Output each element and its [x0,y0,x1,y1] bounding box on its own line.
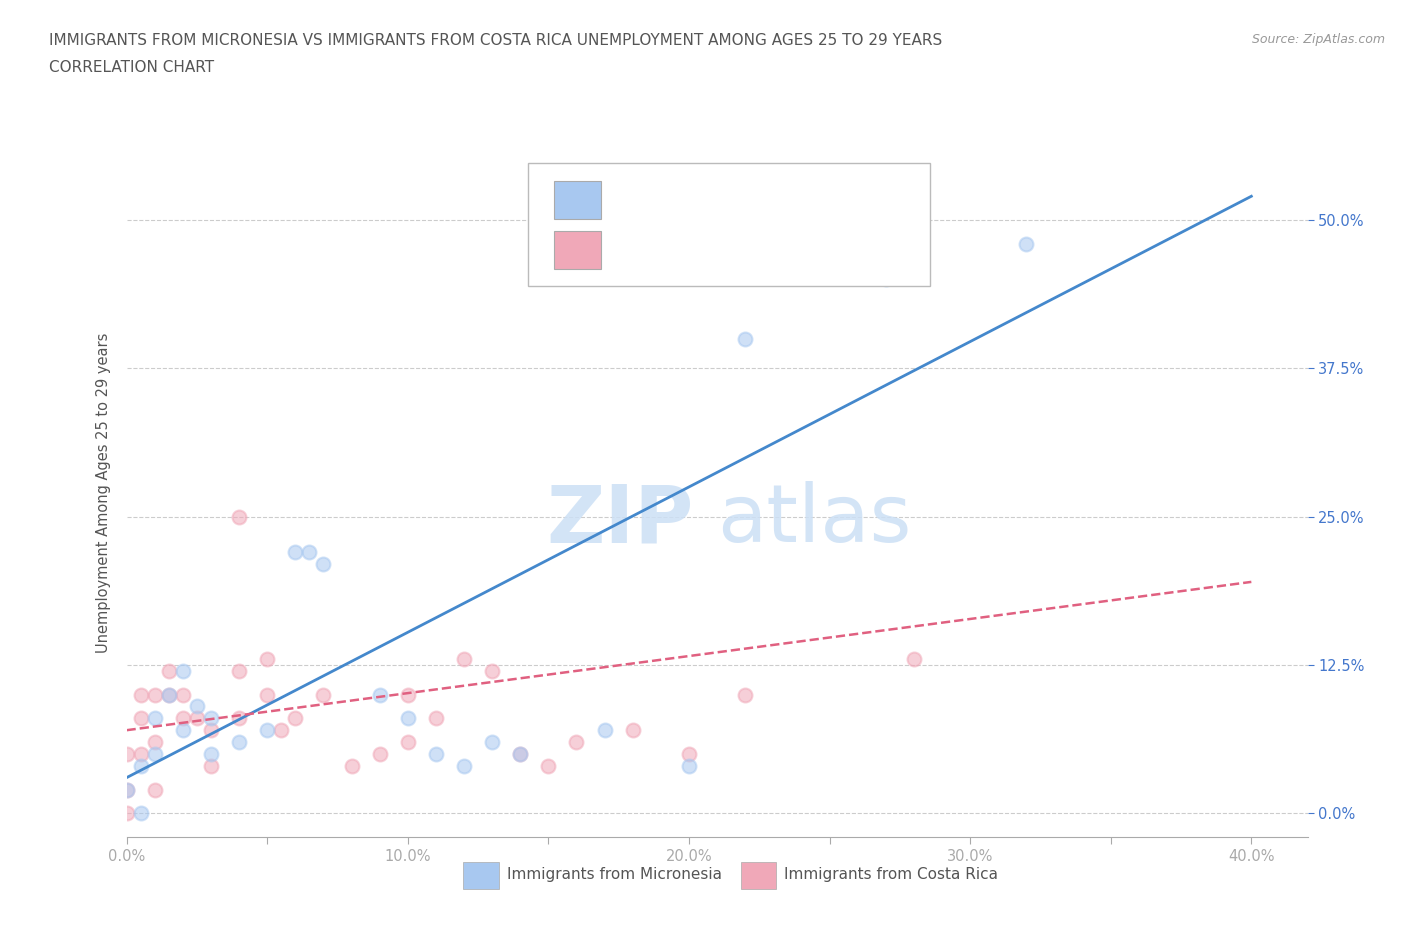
Point [115,782,138,797]
Point [186,711,208,725]
Point [115,805,138,820]
Text: CORRELATION CHART: CORRELATION CHART [49,60,214,75]
Point [425,711,447,725]
Point [228,663,250,678]
Point [186,699,208,714]
Point [509,747,531,762]
Point [368,747,391,762]
Point [509,747,531,762]
Point [143,735,166,750]
Text: IMMIGRANTS FROM MICRONESIA VS IMMIGRANTS FROM COSTA RICA UNEMPLOYMENT AMONG AGES: IMMIGRANTS FROM MICRONESIA VS IMMIGRANTS… [49,33,942,47]
Point [172,723,194,737]
Point [228,735,250,750]
Point [298,545,321,560]
Point [228,510,250,525]
Text: Immigrants from Costa Rica: Immigrants from Costa Rica [785,868,998,883]
Point [256,723,278,737]
Point [200,758,222,773]
Point [129,805,152,820]
Point [256,652,278,667]
Point [312,557,335,572]
FancyBboxPatch shape [554,232,602,270]
Point [678,747,700,762]
FancyBboxPatch shape [741,862,776,889]
Point [734,331,756,346]
Point [312,687,335,702]
Point [157,663,180,678]
Point [284,545,307,560]
Text: R = 0.055   N = 38: R = 0.055 N = 38 [617,241,787,259]
Point [200,711,222,725]
Point [453,758,475,773]
Point [1015,236,1038,251]
Point [270,723,292,737]
Point [200,723,222,737]
Point [565,735,588,750]
Point [396,687,419,702]
Point [157,687,180,702]
Point [396,711,419,725]
Point [143,782,166,797]
Point [129,758,152,773]
Point [157,687,180,702]
Point [143,711,166,725]
Point [593,723,616,737]
FancyBboxPatch shape [554,181,602,219]
Point [172,711,194,725]
Text: Immigrants from Micronesia: Immigrants from Micronesia [506,868,721,883]
FancyBboxPatch shape [529,163,929,286]
Point [537,758,560,773]
Point [115,782,138,797]
Point [143,747,166,762]
Text: Source: ZipAtlas.com: Source: ZipAtlas.com [1251,33,1385,46]
Point [129,687,152,702]
Point [678,758,700,773]
Point [129,711,152,725]
Text: R = 0.864   N = 27: R = 0.864 N = 27 [617,191,787,208]
Point [425,747,447,762]
Point [143,687,166,702]
Point [875,272,897,286]
Point [129,747,152,762]
Point [481,735,503,750]
Y-axis label: Unemployment Among Ages 25 to 29 years: Unemployment Among Ages 25 to 29 years [96,333,111,653]
Point [368,687,391,702]
FancyBboxPatch shape [463,862,499,889]
Point [115,747,138,762]
Point [228,711,250,725]
Point [200,747,222,762]
Point [396,735,419,750]
Text: ZIP: ZIP [546,482,693,560]
Point [481,663,503,678]
Text: atlas: atlas [717,482,911,560]
Point [453,652,475,667]
Point [621,723,644,737]
Point [172,687,194,702]
Point [284,711,307,725]
Point [903,652,925,667]
Point [256,687,278,702]
Point [340,758,363,773]
Point [172,663,194,678]
Point [734,687,756,702]
